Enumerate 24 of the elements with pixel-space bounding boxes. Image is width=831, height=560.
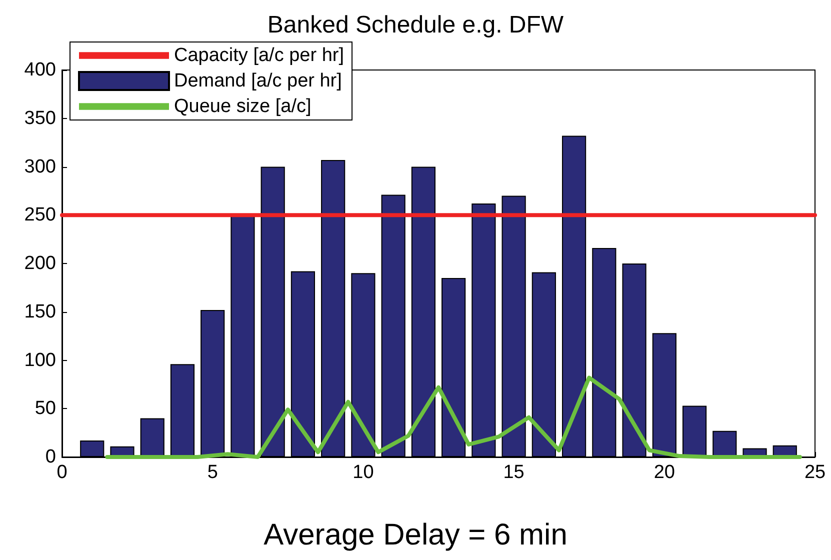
x-tick-label: 25 bbox=[804, 462, 826, 483]
y-tick-label: 150 bbox=[24, 301, 56, 322]
bar bbox=[712, 430, 737, 457]
x-tick-label: 15 bbox=[503, 462, 524, 483]
x-tick-label: 10 bbox=[352, 462, 374, 483]
legend-label: Queue size [a/c] bbox=[174, 96, 312, 117]
bar bbox=[170, 364, 195, 457]
y-tick-label: 350 bbox=[24, 108, 56, 129]
y-tick-label: 250 bbox=[24, 204, 56, 226]
y-tick-label: 100 bbox=[24, 350, 56, 371]
bar bbox=[682, 406, 707, 457]
y-tick-label: 50 bbox=[34, 398, 56, 420]
x-tick-label: 5 bbox=[207, 462, 218, 483]
bar bbox=[140, 418, 164, 457]
x-tick-label: 20 bbox=[654, 462, 675, 483]
chart-title: Banked Schedule e.g. DFW bbox=[267, 12, 564, 38]
text: Average Delay = 6 min bbox=[264, 518, 568, 552]
line-series bbox=[105, 376, 802, 459]
y-tick-label: 400 bbox=[24, 60, 56, 80]
legend-label: Capacity [a/c per hr] bbox=[174, 45, 344, 66]
y-tick-label: 0 bbox=[45, 446, 56, 468]
y-tick-label: 200 bbox=[24, 253, 56, 274]
y-tick-label: 300 bbox=[24, 156, 56, 178]
legend-label: Demand [a/c per hr] bbox=[174, 70, 342, 92]
